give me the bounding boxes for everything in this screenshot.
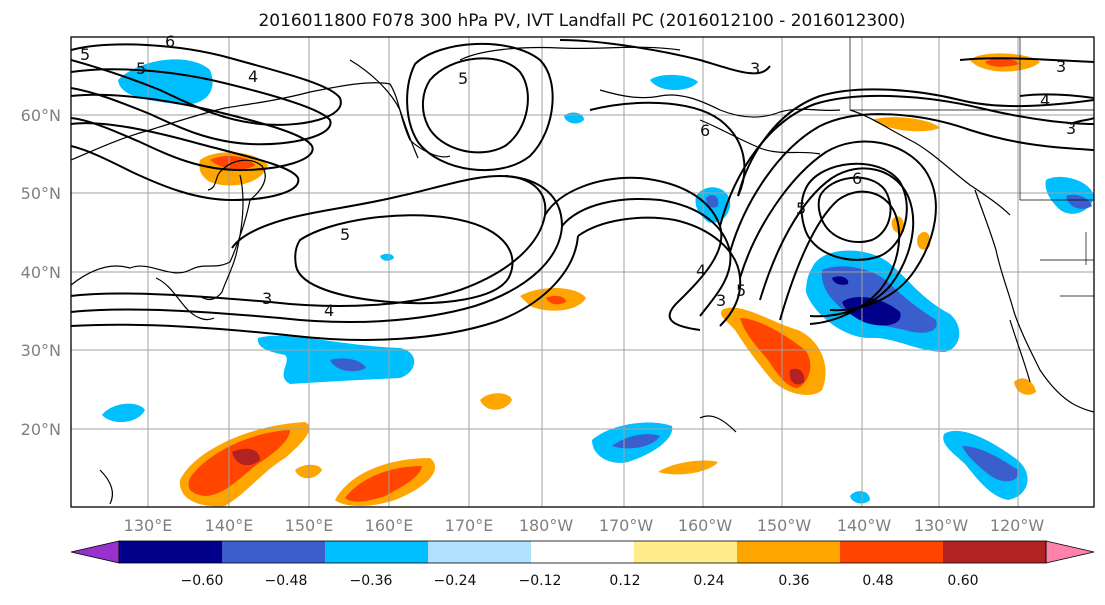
anomaly-bering-blue xyxy=(650,74,698,90)
latitude-label: 60°N xyxy=(21,106,61,125)
longitude-label: 160°W xyxy=(678,516,733,535)
colorbar-segment xyxy=(943,541,1047,563)
colorbar-segment xyxy=(222,541,326,563)
contour-label: 5 xyxy=(136,59,146,78)
contour-label: 6 xyxy=(700,121,710,140)
anomaly-baja-orange xyxy=(1014,378,1036,395)
contour-label: 3 xyxy=(716,291,726,310)
colorbar-tick-label: 0.60 xyxy=(947,573,978,589)
anomaly-arctic-orange-core xyxy=(985,58,1020,67)
latitude-label: 30°N xyxy=(21,341,61,360)
colorbar-segment xyxy=(531,541,635,563)
anomaly-south-blue-small xyxy=(850,491,870,504)
longitude-labels: 130°E 140°E 150°E 160°E 170°E 180°W 170°… xyxy=(124,516,1045,535)
anomaly-subtropical-west-inner xyxy=(188,430,290,496)
anomaly-central-small xyxy=(480,393,512,410)
anomaly-south-japan-core xyxy=(330,358,366,372)
contour-label: 3 xyxy=(262,289,272,308)
colorbar-outline xyxy=(118,540,1047,564)
colorbar-tick-label: −0.24 xyxy=(434,573,477,589)
latitude-label: 20°N xyxy=(21,420,61,439)
colorbar-tick-label: −0.60 xyxy=(181,573,224,589)
colorbar-segment xyxy=(634,541,738,563)
colorbar-tick-label: −0.12 xyxy=(519,573,562,589)
colorbar-tick-label: −0.36 xyxy=(350,573,393,589)
colorbar-segment xyxy=(428,541,532,563)
contour-label: 5 xyxy=(340,225,350,244)
contour-label: 4 xyxy=(1040,91,1050,110)
shaded-anomalies xyxy=(102,53,1094,507)
contour-label: 5 xyxy=(458,69,468,88)
colorbar-segment xyxy=(325,541,429,563)
longitude-label: 130°W xyxy=(914,516,969,535)
colorbar-segment xyxy=(119,541,223,563)
latitude-label: 50°N xyxy=(21,184,61,203)
longitude-label: 140°W xyxy=(837,516,892,535)
anomaly-coast-orange-1 xyxy=(872,117,940,132)
anomaly-small-blue-2 xyxy=(380,253,394,261)
contour-label: 6 xyxy=(165,32,175,51)
longitude-label: 120°W xyxy=(990,516,1045,535)
contour-label: 3 xyxy=(1056,57,1066,76)
anomaly-gulf-blue-core xyxy=(706,195,719,208)
longitude-label: 170°W xyxy=(599,516,654,535)
longitude-label: 130°E xyxy=(124,516,173,535)
anomaly-west-small xyxy=(102,403,145,423)
colorbar-extension-high xyxy=(1045,540,1095,564)
anomaly-hawaii-east-blue-core xyxy=(962,446,1019,482)
colorbar-segment xyxy=(840,541,944,563)
anomaly-dateline-core xyxy=(546,295,566,305)
colorbar-tick-labels: −0.60 −0.48 −0.36 −0.24 −0.12 0.12 0.24 … xyxy=(181,573,979,589)
longitude-label: 170°E xyxy=(445,516,494,535)
contour-label: 5 xyxy=(796,199,806,218)
colorbar xyxy=(70,540,1095,564)
colorbar-tick-label: −0.48 xyxy=(265,573,308,589)
colorbar-tick-label: 0.12 xyxy=(609,573,640,589)
contour-label: 4 xyxy=(696,261,706,280)
colorbar-tick-label: 0.36 xyxy=(778,573,809,589)
anomaly-ne-pacific-negative-core2 xyxy=(832,276,849,285)
colorbar-extension-low xyxy=(70,540,120,564)
map-panel: 6 5 4 5 5 3 4 3 3 6 6 5 4 5 3 3 4 5 xyxy=(70,32,1095,508)
contour-label: 5 xyxy=(736,281,746,300)
latitude-labels: 60°N 50°N 40°N 30°N 20°N xyxy=(21,106,61,439)
latitude-label: 40°N xyxy=(21,263,61,282)
contour-label: 5 xyxy=(80,45,90,64)
longitude-label: 180°W xyxy=(519,516,574,535)
anomaly-subtropical-west-core xyxy=(232,448,260,466)
anomaly-canada-blue-core xyxy=(1066,194,1092,209)
contour-label: 3 xyxy=(1066,119,1076,138)
anomaly-ne-pacific-positive-core xyxy=(789,368,805,385)
anomaly-ne-pacific-negative-core xyxy=(842,297,901,326)
anomaly-coast-orange-3 xyxy=(917,231,931,250)
contour-label: 3 xyxy=(750,59,760,78)
pv-contours xyxy=(71,39,1094,341)
contour-label: 4 xyxy=(248,67,258,86)
contour-label: 4 xyxy=(324,301,334,320)
longitude-label: 140°E xyxy=(205,516,254,535)
longitude-label: 150°W xyxy=(757,516,812,535)
coastlines xyxy=(71,46,1094,505)
map-frame xyxy=(70,36,1095,508)
figure-title: 2016011800 F078 300 hPa PV, IVT Landfall… xyxy=(258,11,905,31)
colorbar-tick-label: 0.48 xyxy=(862,573,893,589)
longitude-label: 150°E xyxy=(285,516,334,535)
contour-labels: 6 5 4 5 5 3 4 3 3 6 6 5 4 5 3 3 4 5 xyxy=(80,32,1076,320)
longitude-label: 160°E xyxy=(365,516,414,535)
contour-label: 6 xyxy=(852,169,862,188)
colorbar-segment xyxy=(737,541,841,563)
colorbar-tick-label: 0.24 xyxy=(693,573,724,589)
anomaly-subtropical-mid-inner xyxy=(345,466,422,502)
